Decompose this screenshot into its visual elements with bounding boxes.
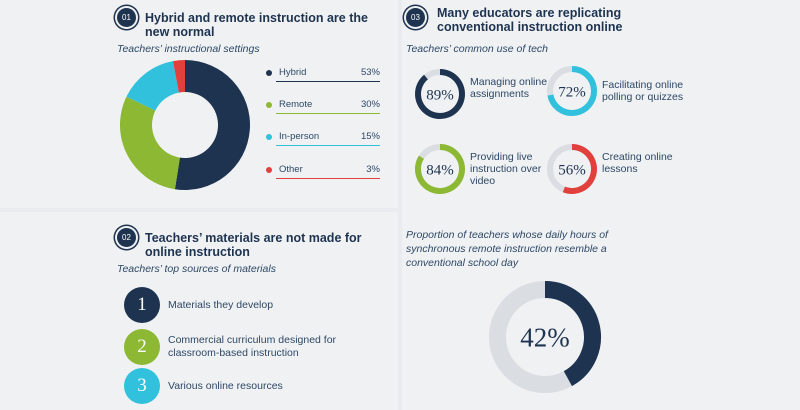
tech-label: Providing live instruction over video [470,151,542,187]
tech-item: 72% Facilitating online polling or quizz… [546,65,736,116]
ring-value-arc [547,66,597,116]
section-number-badge: 03 [406,8,425,27]
number-circle: 2 [124,329,160,365]
legend-value: 30% [360,99,380,110]
tech-item: 56% Creating online lessons [546,143,736,194]
donut-slice-remote [119,96,180,190]
ring-value-arc [544,281,601,387]
school-day-ring-chart: 42% [489,281,601,393]
ring-percent-label: 56% [558,162,586,178]
chart-caption: Proportion of teachers whose daily hours… [406,229,608,269]
legend-underline [276,113,380,114]
number-circle: 3 [124,368,160,404]
panel-materials: 02 Teachers’ materials are not made for … [0,212,398,410]
legend-value: 3% [366,164,380,175]
panel-tech-use: 03 Many educators are replicating conven… [402,0,800,410]
ring-percent-label: 89% [426,87,454,103]
list-subtitle: Teachers’ top sources of materials [117,263,276,275]
donut-slice-other [172,60,185,93]
list-item-label: Materials they develop [168,299,274,311]
list-item-label: Various online resources [168,380,283,392]
ring-percent-label: 42% [520,322,570,352]
legend-label: Remote [279,99,313,110]
legend-item: Other 3% [266,164,380,179]
ring-value-arc [415,69,465,119]
section-number-badge: 02 [117,228,136,247]
legend-swatch [266,70,272,76]
panel-instructional-settings: 01 Hybrid and remote instruction are the… [0,0,398,208]
legend-value: 53% [360,67,380,78]
progress-ring: 89% [415,69,465,119]
progress-ring: 56% [547,144,597,194]
progress-ring: 72% [547,66,597,116]
section-title: Teachers’ materials are not made for onl… [145,231,362,259]
legend-swatch [266,134,272,140]
legend-underline [276,81,380,82]
settings-donut-chart [119,60,250,190]
legend-swatch [266,167,272,173]
legend-underline [276,145,380,146]
list-item-label: Commercial curriculum designed for class… [168,334,337,359]
legend-item: Hybrid 53% [266,67,380,82]
section-title: Many educators are replicating conventio… [437,6,623,34]
legend-label: Other [279,164,303,175]
chart-subtitle: Teachers’ common use of tech [406,43,549,55]
ring-value-arc [415,144,465,194]
legend-item: In-person 15% [266,131,380,146]
chart-subtitle: Teachers’ instructional settings [117,43,260,55]
ring-value-arc [562,144,597,194]
section-title: Hybrid and remote instruction are the ne… [145,11,368,39]
tech-label: Creating online lessons [602,151,673,175]
section-number-badge: 01 [117,8,136,27]
legend-label: In-person [279,131,320,142]
progress-ring: 84% [415,144,465,194]
legend-value: 15% [360,131,380,142]
legend-label: Hybrid [279,67,307,78]
number-circle: 1 [124,287,160,323]
ring-percent-label: 72% [558,84,586,100]
tech-label: Facilitating online polling or quizzes [602,79,684,103]
tech-item: 89% Managing online assignments [414,68,604,119]
tech-item: 84% Providing live instruction over vide… [414,143,604,194]
legend-swatch [266,102,272,108]
legend-item: Remote 30% [266,99,380,114]
tech-label: Managing online assignments [470,76,548,100]
donut-slice-hybrid [174,60,250,190]
donut-slice-in-person [126,61,179,111]
legend-underline [276,178,380,179]
ring-percent-label: 84% [426,162,454,178]
